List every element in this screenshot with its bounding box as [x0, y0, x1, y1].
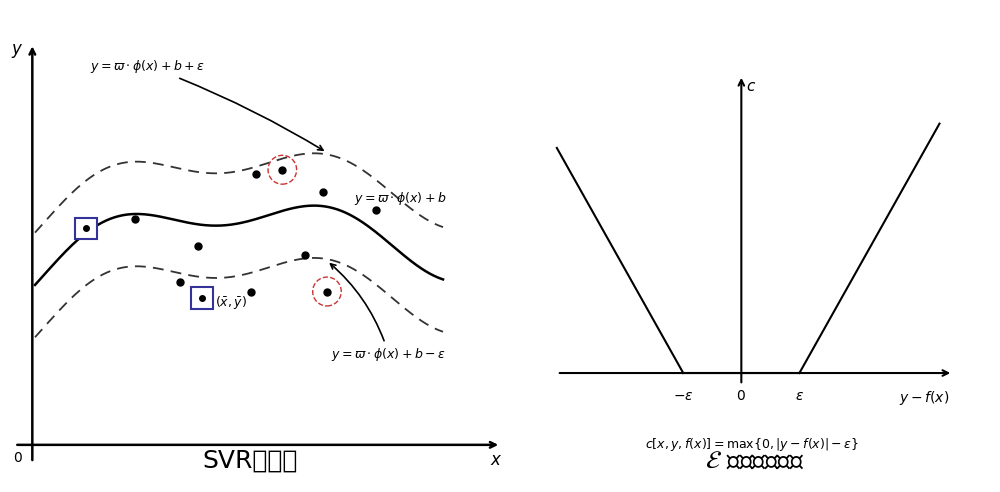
Text: $c$: $c$	[746, 79, 756, 93]
Text: $-\varepsilon$: $-\varepsilon$	[673, 389, 694, 403]
Text: $(\bar{x}, \bar{y})$: $(\bar{x}, \bar{y})$	[215, 294, 247, 311]
Text: $0$: $0$	[736, 389, 746, 403]
FancyBboxPatch shape	[191, 287, 213, 308]
Text: 0: 0	[13, 451, 22, 465]
Text: SVR结构图: SVR结构图	[202, 448, 298, 472]
Text: $y$: $y$	[11, 42, 23, 60]
FancyBboxPatch shape	[75, 217, 97, 239]
Text: $c[x, y, f(x)] = \mathrm{max}\{0, |y - f(x)| - \varepsilon\}$: $c[x, y, f(x)] = \mathrm{max}\{0, |y - f…	[645, 436, 859, 453]
Text: $y = \varpi \cdot \phi(x) + b$: $y = \varpi \cdot \phi(x) + b$	[354, 190, 446, 207]
Text: $y = \varpi \cdot \phi(x) + b - \varepsilon$: $y = \varpi \cdot \phi(x) + b - \varepsi…	[330, 264, 446, 363]
Text: $y - f(x)$: $y - f(x)$	[899, 389, 950, 407]
Text: $y = \varpi \cdot \phi(x) + b + \varepsilon$: $y = \varpi \cdot \phi(x) + b + \varepsi…	[90, 58, 323, 150]
Text: $\varepsilon$: $\varepsilon$	[795, 389, 804, 403]
Text: $x$: $x$	[490, 451, 503, 469]
Text: $\mathcal{E}$ 不灵敏度函数: $\mathcal{E}$ 不灵敏度函数	[705, 448, 805, 472]
